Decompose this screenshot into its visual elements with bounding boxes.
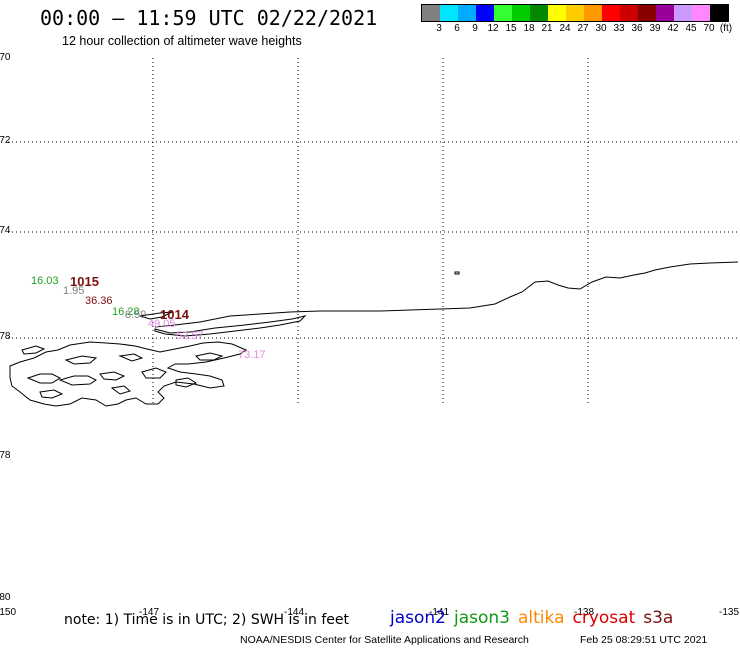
island [64,355,98,365]
satellite-jason3: jason3 [454,608,510,628]
graticule [8,58,738,406]
satellite-legend: jason2 jason3 altika cryosat s3a [390,608,681,628]
legend-swatch [530,5,548,21]
wave-height-observation: 73.17 [238,349,266,361]
island [99,371,126,381]
island [175,377,198,388]
map-subtitle: 12 hour collection of altimeter wave hei… [62,34,302,48]
legend-swatch [422,5,440,21]
ice-shelf-edge [154,261,739,328]
map-title: 00:00 – 11:59 UTC 02/22/2021 [40,6,378,30]
legend-swatch [674,5,692,21]
lat-label: -78 [0,331,11,342]
satellite-jason2: jason2 [390,608,446,628]
legend-swatch [566,5,584,21]
island [58,375,97,386]
wave-height-observation: 16.28 [112,306,140,318]
lat-label: -70 [0,52,11,63]
lon-label: -138 [574,607,595,618]
island-dot [454,271,460,275]
wave-height-observation: 36.36 [85,295,113,307]
ice-shelf-inner [154,315,307,337]
legend-label: 70 [703,23,715,34]
lon-label: -141 [429,607,450,618]
legend-swatch [620,5,638,21]
legend-label: 21 [541,23,553,34]
satellite-s3a: s3a [643,608,674,628]
legend-label: 9 [472,23,478,34]
legend-label: 30 [595,23,607,34]
legend-swatch [584,5,602,21]
lat-label: -78 [0,450,11,461]
legend-swatch [692,5,710,21]
island [141,367,167,379]
legend-swatch [476,5,494,21]
legend-label: 24 [559,23,571,34]
lat-label: -72 [0,135,11,146]
ice-shelf-hook [139,311,173,320]
legend-swatch [512,5,530,21]
credit-line: NOAA/NESDIS Center for Satellite Applica… [240,634,529,646]
island [194,352,224,361]
legend-swatch [602,5,620,21]
lon-label: -147 [139,607,160,618]
legend-label: 15 [505,23,517,34]
legend-label: 12 [487,23,499,34]
island [110,385,132,395]
legend-swatch [656,5,674,21]
legend-label: 39 [649,23,661,34]
legend-label: 18 [523,23,535,34]
lon-label: -150 [0,607,17,618]
wave-height-observation: 49.05 [148,318,176,330]
legend-label: 36 [631,23,643,34]
coast-outline [9,341,248,407]
island [21,345,46,355]
legend-swatch [710,5,728,21]
lat-label: -74 [0,225,11,236]
legend-label: 45 [685,23,697,34]
wave-height-observation: 8.59 [125,309,147,321]
legend-label: 27 [577,23,589,34]
wave-height-observation: 52.57 [176,330,204,342]
lon-label: -144 [284,607,305,618]
legend-label: 3 [436,23,442,34]
legend-label: 42 [667,23,679,34]
pressure-label: 1015 [70,274,99,289]
legend-swatch [458,5,476,21]
island [26,373,62,384]
satellite-altika: altika [518,608,565,628]
legend-swatch [440,5,458,21]
island [118,353,144,362]
wave-height-observation: 1.95 [63,285,85,297]
legend-swatch [548,5,566,21]
legend-swatch [638,5,656,21]
legend-swatch [494,5,512,21]
lon-label: -135 [719,607,740,618]
island [39,389,64,399]
satellite-cryosat: cryosat [572,608,636,628]
legend-label: (ft) [719,23,733,34]
color-legend [421,4,729,22]
wave-height-observation: 16.03 [31,275,59,287]
pressure-label: 1014 [160,307,189,322]
generated-timestamp: Feb 25 08:29:51 UTC 2021 [580,634,708,646]
lat-label: -80 [0,592,11,603]
legend-label: 6 [454,23,460,34]
legend-label: 33 [613,23,625,34]
coastline [9,261,739,407]
footer-note: note: 1) Time is in UTC; 2) SWH is in fe… [64,612,350,628]
